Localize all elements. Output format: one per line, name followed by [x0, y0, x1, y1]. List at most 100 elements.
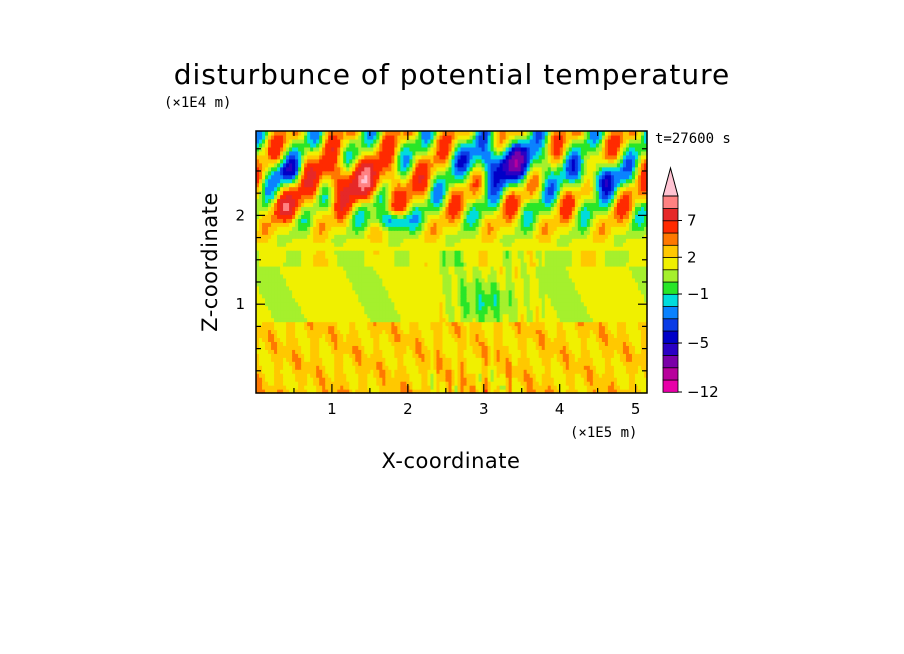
field-cell — [568, 317, 573, 323]
field-cell — [355, 293, 359, 299]
field-cell — [304, 317, 308, 323]
field-cell — [640, 305, 645, 311]
field-cell — [322, 381, 326, 386]
field-cell — [574, 254, 579, 259]
field-cell — [331, 273, 335, 279]
field-cell — [517, 305, 522, 311]
field-cell — [574, 389, 579, 394]
field-cell — [355, 238, 359, 243]
field-cell — [505, 273, 510, 279]
field-cell — [355, 305, 359, 311]
field-cell — [391, 317, 395, 323]
field-cell — [604, 321, 609, 327]
field-cell — [298, 333, 302, 339]
field-cell — [478, 269, 483, 275]
field-cell — [532, 385, 537, 390]
field-cell — [265, 297, 269, 303]
field-cell — [622, 273, 627, 279]
field-cell — [355, 301, 359, 307]
field-cell — [304, 377, 308, 382]
field-cell — [592, 325, 597, 331]
field-cell — [316, 254, 320, 259]
field-cell — [367, 337, 371, 342]
field-cell — [499, 293, 504, 299]
field-cell — [295, 317, 299, 323]
field-cell — [427, 258, 432, 263]
field-cell — [526, 341, 531, 346]
field-cell — [529, 321, 534, 327]
field-cell — [394, 381, 398, 386]
field-cell — [565, 365, 570, 370]
field-cell — [442, 373, 447, 378]
field-cell — [496, 373, 501, 378]
field-cell — [319, 341, 323, 346]
field-cell — [499, 353, 504, 358]
field-cell — [415, 254, 420, 259]
field-cell — [289, 321, 293, 327]
field-cell — [394, 297, 398, 303]
field-cell — [352, 373, 356, 378]
field-cell — [313, 325, 317, 331]
field-cell — [343, 329, 347, 335]
field-cell — [619, 309, 624, 315]
field-cell — [400, 321, 404, 327]
field-cell — [304, 238, 308, 243]
field-cell — [502, 293, 507, 299]
field-cell — [598, 262, 603, 267]
field-cell — [535, 365, 540, 370]
field-cell — [298, 381, 302, 386]
field-cell — [631, 345, 636, 350]
field-cell — [598, 369, 603, 374]
field-cell — [301, 313, 305, 319]
field-cell — [463, 337, 468, 342]
field-cell — [325, 317, 329, 323]
field-cell — [283, 353, 287, 358]
field-cell — [421, 254, 426, 259]
field-cell — [523, 269, 528, 275]
field-cell — [523, 246, 528, 251]
field-cell — [622, 321, 627, 327]
field-cell — [526, 329, 531, 335]
field-cell — [616, 349, 621, 354]
field-cell — [340, 313, 344, 319]
field-cell — [634, 293, 639, 299]
field-cell — [568, 377, 573, 382]
field-cell — [400, 277, 404, 283]
field-cell — [340, 309, 344, 315]
field-cell — [352, 269, 356, 275]
field-cell — [568, 277, 573, 283]
field-cell — [625, 265, 630, 271]
field-cell — [436, 325, 441, 331]
field-cell — [439, 297, 444, 303]
field-cell — [439, 269, 444, 275]
field-cell — [595, 289, 600, 295]
field-cell — [337, 269, 341, 275]
field-cell — [469, 254, 474, 259]
field-cell — [310, 242, 314, 247]
field-cell — [463, 293, 468, 299]
field-cell — [436, 329, 441, 335]
field-cell — [289, 381, 293, 386]
field-cell — [442, 321, 447, 327]
field-cell — [511, 305, 516, 311]
field-cell — [634, 250, 639, 255]
field-cell — [583, 361, 588, 366]
field-cell — [445, 254, 450, 259]
field-cell — [508, 317, 513, 323]
field-cell — [493, 269, 498, 275]
field-cell — [472, 309, 477, 315]
field-cell — [346, 377, 350, 382]
field-cell — [289, 337, 293, 342]
field-cell — [586, 246, 591, 251]
field-cell — [622, 333, 627, 339]
field-cell — [394, 345, 398, 350]
field-cell — [328, 333, 332, 339]
field-cell — [307, 289, 311, 295]
field-cell — [304, 309, 308, 315]
field-cell — [634, 361, 639, 366]
field-cell — [436, 269, 441, 275]
field-cell — [286, 250, 290, 255]
field-cell — [613, 277, 618, 283]
field-cell — [541, 345, 546, 350]
field-cell — [286, 258, 290, 263]
